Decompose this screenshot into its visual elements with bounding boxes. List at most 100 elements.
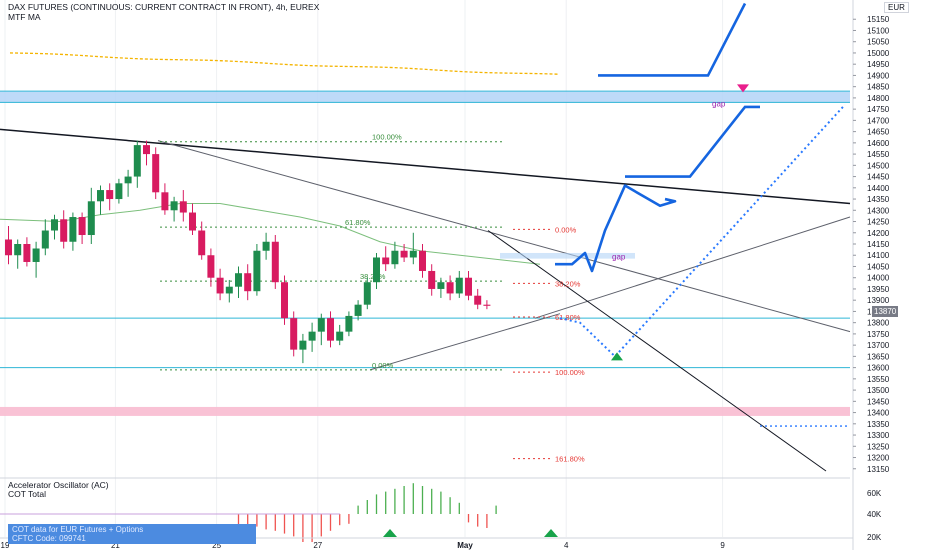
fib-label: 0.00% <box>372 361 394 370</box>
signal-arrow-icon <box>544 529 558 537</box>
candle-body <box>290 318 298 350</box>
axis-tick-label: 14250 <box>867 218 890 227</box>
candle-body <box>428 270 436 289</box>
support-zone <box>0 406 850 416</box>
axis-tick-label: 14800 <box>867 94 890 103</box>
candle-body <box>363 282 371 305</box>
axis-tick-label: 14400 <box>867 184 890 193</box>
axis-tick-label: 14500 <box>867 161 890 170</box>
chart-subtitle: MTF MA <box>8 12 41 22</box>
candle-body <box>133 145 141 177</box>
time-tick-label: 9 <box>720 541 725 550</box>
axis-tick-label: 13500 <box>867 386 890 395</box>
candle-body <box>124 176 132 184</box>
axis-tick-label: 14650 <box>867 128 890 137</box>
axis-tick-label: 14050 <box>867 262 890 271</box>
fib-label: 38.20% <box>555 279 581 288</box>
fib-label: 161.80% <box>555 455 585 464</box>
candle-body <box>106 190 114 200</box>
price-axis[interactable]: 15150 15100 15050 15000 14950 14900 14850 14800… <box>852 0 890 550</box>
wedge-base <box>369 313 561 371</box>
fib-label: 61.80% <box>345 218 371 227</box>
fib-label: 100.00% <box>372 133 402 142</box>
candle-body <box>235 273 242 287</box>
axis-tick-label: 14150 <box>867 240 890 249</box>
candle-body <box>97 190 104 202</box>
descending-line <box>157 140 851 333</box>
main-trendline <box>0 128 851 205</box>
forecast-path-2 <box>625 105 760 178</box>
axis-tick-label: 14100 <box>867 251 890 260</box>
fib-levels: 100.00% 61.80% 38.20% 0.00% 0.00% 38.20% 61.80… <box>160 100 726 464</box>
axis-tick-label: 14450 <box>867 173 890 182</box>
steep-line <box>487 230 827 472</box>
gap-label: gap <box>612 252 626 261</box>
candle-body <box>115 183 123 200</box>
candle-body <box>382 257 390 265</box>
candle-body <box>14 244 22 256</box>
axis-tick-label: 13900 <box>867 296 890 305</box>
candle-body <box>299 340 307 350</box>
axis-tick-label: 13800 <box>867 319 890 328</box>
axis-tick-label: 14200 <box>867 229 890 238</box>
cftc-line-1: COT data for EUR Futures + Options <box>12 525 144 534</box>
axis-tick-label: 15150 <box>867 15 890 24</box>
candle-body <box>161 192 169 211</box>
down-arrow-icon <box>737 84 749 93</box>
candle-body <box>271 241 279 283</box>
candle-body <box>281 282 288 319</box>
axis-tick-label: 13650 <box>867 352 890 361</box>
last-price-tag: 13870 <box>872 306 899 317</box>
candle-body <box>60 219 68 242</box>
candle-body <box>446 282 454 294</box>
candle-body <box>262 241 270 251</box>
oscillator-label: Accelerator Oscillator (AC) <box>8 480 109 490</box>
candle-body <box>170 201 178 211</box>
candle-body <box>455 277 463 294</box>
fib-label: 100.00% <box>555 368 585 377</box>
osc-tick-label: 40K <box>867 510 882 519</box>
candle-body <box>400 250 408 258</box>
candle-body <box>437 282 445 289</box>
time-tick-label: 4 <box>564 541 569 550</box>
time-tick-label: 27 <box>313 541 322 550</box>
cftc-note: COT data for EUR Futures + Options CFTC … <box>8 524 256 544</box>
chart-title: DAX FUTURES (CONTINUOUS: CURRENT CONTRAC… <box>8 2 320 12</box>
moving-average <box>0 203 541 265</box>
candle-body <box>253 250 261 292</box>
grid <box>4 0 724 537</box>
cftc-line-2: CFTC Code: 099741 <box>12 534 86 543</box>
forecast-path-3 <box>598 2 747 77</box>
candle-body <box>419 250 426 271</box>
axis-tick-label: 14700 <box>867 116 890 125</box>
candle-body <box>32 248 40 262</box>
candle-body <box>198 230 206 256</box>
gap-box <box>500 252 635 259</box>
currency-badge[interactable]: EUR <box>884 2 909 13</box>
candle-body <box>5 239 12 256</box>
forecast-paths <box>555 2 850 427</box>
axis-tick-label: 14900 <box>867 71 890 80</box>
axis-tick-label: 13200 <box>867 454 890 463</box>
time-tick-label: 19 <box>1 541 10 550</box>
axis-tick-label: 13450 <box>867 397 890 406</box>
cot-label: COT Total <box>8 489 46 499</box>
axis-tick-label: 13750 <box>867 330 890 339</box>
candle-body <box>207 255 215 278</box>
resistance-zone <box>0 91 850 103</box>
axis-tick-label: 13700 <box>867 341 890 350</box>
fib-label: 38.20% <box>360 272 386 281</box>
axis-tick-label: 14350 <box>867 195 890 204</box>
trend-lines <box>0 52 851 472</box>
axis-tick-label: 13600 <box>867 364 890 373</box>
candle-body <box>345 315 353 332</box>
fib-label: 61.80% <box>555 313 581 322</box>
dotted-projection <box>559 103 846 358</box>
candles <box>5 140 491 364</box>
time-tick-label: 21 <box>111 541 120 550</box>
time-tick-label: May <box>457 541 473 550</box>
axis-tick-label: 15050 <box>867 38 890 47</box>
candle-body <box>189 212 196 231</box>
axis-tick-label: 13250 <box>867 442 890 451</box>
oscillator-pane <box>0 477 850 542</box>
